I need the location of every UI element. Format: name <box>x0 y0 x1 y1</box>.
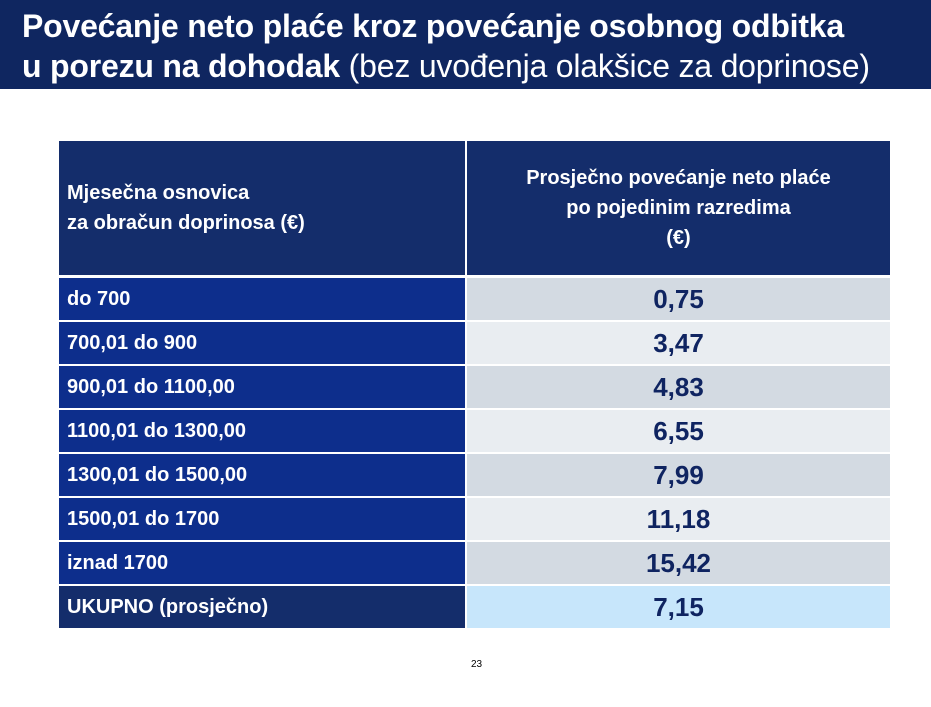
net-salary-increase-table: Mjesečna osnovica za obračun doprinosa (… <box>59 141 890 630</box>
row-increase-value: 11,18 <box>466 497 890 542</box>
table-row: 1300,01 do 1500,00 7,99 <box>59 453 890 498</box>
table-header-row: Mjesečna osnovica za obračun doprinosa (… <box>59 141 890 278</box>
total-value: 7,15 <box>466 585 890 630</box>
page-number: 23 <box>470 659 483 670</box>
title-bar: Povećanje neto plaće kroz povećanje osob… <box>0 0 931 89</box>
row-increase-value: 3,47 <box>466 321 890 366</box>
row-range-label: 700,01 do 900 <box>59 321 467 366</box>
title-line-2-bold: u porezu na dohodak <box>22 48 340 84</box>
row-increase-value: 4,83 <box>466 365 890 410</box>
row-increase-value: 7,99 <box>466 453 890 498</box>
header-right-line-1: Prosječno povećanje neto plaće <box>526 167 831 189</box>
row-range-label: 900,01 do 1100,00 <box>59 365 467 410</box>
row-range-label: iznad 1700 <box>59 541 467 586</box>
header-monthly-base: Mjesečna osnovica za obračun doprinosa (… <box>59 141 467 278</box>
table-row: 700,01 do 900 3,47 <box>59 321 890 366</box>
table-total-row: UKUPNO (prosječno) 7,15 <box>59 585 890 630</box>
row-range-label: do 700 <box>59 276 467 322</box>
header-average-increase: Prosječno povećanje neto plaće po pojedi… <box>466 141 890 278</box>
header-right-line-2: po pojedinim razredima <box>566 197 791 219</box>
header-left-line-1: Mjesečna osnovica <box>67 182 250 204</box>
row-increase-value: 6,55 <box>466 409 890 454</box>
table-row: do 700 0,75 <box>59 276 890 322</box>
row-range-label: 1100,01 do 1300,00 <box>59 409 467 454</box>
title-line-2-normal: (bez uvođenja olakšice za doprinose) <box>339 48 870 84</box>
header-left-line-2: za obračun doprinosa (€) <box>67 212 305 234</box>
row-range-label: 1500,01 do 1700 <box>59 497 467 542</box>
header-right-line-3: (€) <box>666 227 691 249</box>
row-range-label: 1300,01 do 1500,00 <box>59 453 467 498</box>
table-row: 1100,01 do 1300,00 6,55 <box>59 409 890 454</box>
page-title-line-2: u porezu na dohodak (bez uvođenja olakši… <box>22 46 931 86</box>
table-row: iznad 1700 15,42 <box>59 541 890 586</box>
row-increase-value: 15,42 <box>466 541 890 586</box>
row-increase-value: 0,75 <box>466 276 890 322</box>
table-row: 1500,01 do 1700 11,18 <box>59 497 890 542</box>
title-line-1-text: Povećanje neto plaće kroz povećanje osob… <box>22 8 845 44</box>
page-title-line-1: Povećanje neto plaće kroz povećanje osob… <box>22 6 931 46</box>
total-label: UKUPNO (prosječno) <box>59 585 467 630</box>
table-row: 900,01 do 1100,00 4,83 <box>59 365 890 410</box>
